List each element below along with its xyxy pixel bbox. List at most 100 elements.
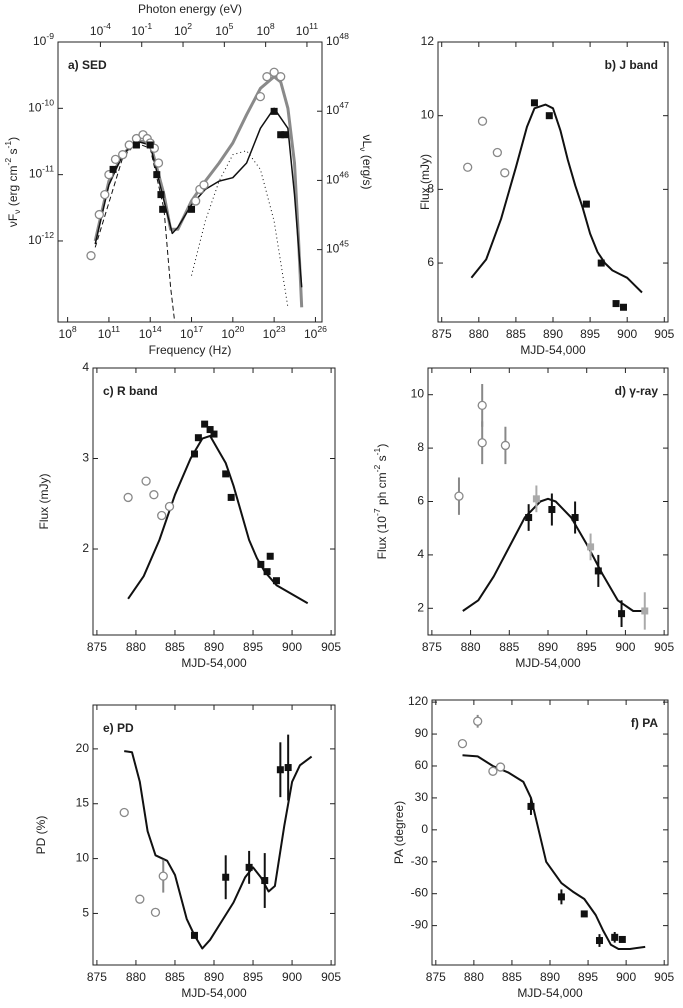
data-point [199, 180, 209, 190]
x-axis-title: MJD-54,000 [515, 656, 581, 670]
x-tick-label: 108​ [59, 324, 77, 341]
data-point [495, 762, 506, 772]
data-point [164, 501, 175, 512]
panel: 875 880 885 890 895 900 905 6 8 10 12 MJD-54,000 Flu… [418, 34, 674, 357]
data-point [124, 140, 134, 150]
y-tick-label: 4 [417, 547, 424, 561]
data-point [266, 552, 274, 560]
data-point [571, 514, 579, 522]
x-tick-label: 895 [577, 640, 597, 654]
data-point [263, 568, 271, 576]
data-point [100, 189, 110, 200]
data-point [194, 434, 202, 442]
panel: 875 880 885 890 895 900 905 2 4 6 8 10 MJD-54,000 Flu… [372, 367, 674, 670]
data-point [587, 543, 595, 551]
data-point [477, 438, 487, 448]
model-line [462, 754, 646, 950]
x-tick-label: 1020​ [221, 324, 244, 341]
data-point [118, 150, 128, 160]
data-point [149, 490, 159, 500]
y-axis-title: PD (%) [34, 816, 48, 855]
x-tick-label: 890 [204, 970, 224, 984]
y-axis-title: Flux (10-7​ ph cm-2​ s-1​) [372, 444, 389, 560]
data-point [255, 91, 266, 102]
model-line [191, 150, 289, 308]
panel-label: c) R band [103, 384, 158, 398]
model-line [124, 750, 313, 950]
data-point [457, 738, 468, 749]
data-point [473, 716, 483, 726]
x-tick-label: 890 [538, 640, 558, 654]
x-tick-label: 885 [165, 640, 185, 654]
y-tick-label: 10 [411, 387, 425, 401]
data-point [119, 807, 129, 818]
data-point [153, 171, 161, 179]
y2-tick-label: 1047​ [326, 100, 349, 117]
y-tick-label: -30 [411, 854, 429, 868]
data-point [454, 491, 464, 501]
data-point [270, 107, 278, 115]
y-tick-label: 8 [417, 440, 424, 454]
x2-tick-label: 1011​ [296, 21, 319, 38]
y-tick-label: 5 [82, 906, 89, 920]
y-tick-label: 10-11​ [29, 164, 54, 181]
x-axis-title: MJD-54,000 [181, 986, 247, 1000]
panel: 875 880 885 890 895 900 905 -90 -60 -30 0 30 60 90 120… [392, 694, 674, 1000]
x2-tick-label: 108​ [257, 21, 275, 38]
y-axis-title: Flux (mJy) [37, 474, 51, 530]
y-tick-label: 8 [427, 182, 434, 196]
x2-tick-label: 105​ [215, 21, 233, 38]
data-point [500, 168, 510, 178]
data-point [191, 196, 201, 206]
y-tick-label: 60 [415, 758, 429, 772]
data-point [500, 440, 511, 451]
x-tick-label: 1011​ [98, 324, 121, 341]
data-point [597, 259, 605, 267]
x-tick-label: 875 [422, 640, 442, 654]
y-tick-label: 15 [76, 796, 90, 810]
x-tick-label: 895 [580, 327, 600, 341]
data-point [612, 300, 620, 308]
model-line [470, 103, 643, 294]
panel-label: d) γ-ray [615, 384, 659, 398]
data-point [110, 154, 121, 165]
panel-label: f) PA [631, 716, 658, 730]
x-tick-label: 890 [543, 327, 563, 341]
data-point [109, 165, 117, 173]
y-axis-title: νFν​ (erg cm-2​ s-1​) [3, 137, 22, 227]
y-tick-label: 6 [427, 255, 434, 269]
data-point [532, 495, 540, 503]
data-point [123, 492, 133, 503]
x-tick-label: 880 [469, 327, 489, 341]
x2-tick-label: 10-4​ [90, 21, 111, 38]
x-tick-label: 1017​ [180, 324, 203, 341]
y-axis-title: Flux (mJy) [418, 154, 432, 210]
x-tick-label: 885 [502, 970, 522, 984]
data-point [159, 205, 167, 213]
x-tick-label: 875 [87, 970, 107, 984]
data-point [492, 147, 503, 158]
data-point [477, 400, 487, 411]
plot-frame [92, 704, 336, 966]
y-tick-label: 2 [417, 600, 424, 614]
y2-axis-title: νLν​ (erg/s) [358, 134, 374, 189]
y-tick-label: 0 [421, 822, 428, 836]
data-point [463, 162, 473, 172]
data-point [201, 420, 209, 428]
data-point [222, 470, 230, 478]
data-point [157, 191, 165, 199]
data-point [153, 158, 164, 168]
data-point [222, 873, 230, 881]
panel-label: e) PD [103, 721, 134, 735]
data-point [206, 426, 214, 434]
x-tick-label: 900 [617, 327, 637, 341]
data-point [557, 893, 565, 901]
y-tick-label: 10 [421, 108, 435, 122]
data-point [281, 131, 289, 139]
x-tick-label: 880 [464, 970, 484, 984]
data-point [86, 251, 96, 261]
y-tick-label: 90 [415, 726, 429, 740]
x-tick-label: 890 [204, 640, 224, 654]
data-point [257, 560, 265, 568]
